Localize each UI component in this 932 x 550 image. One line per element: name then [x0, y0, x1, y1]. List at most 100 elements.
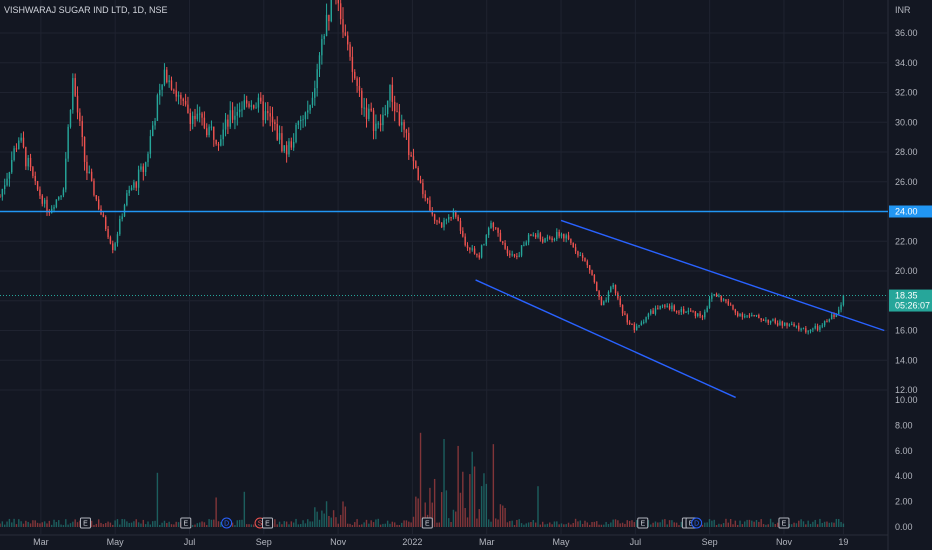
candle: [11, 151, 13, 174]
price-axis[interactable]: 36.00 34.00 32.00 30.00 28.00 26.00 24.00 22.00…: [889, 28, 932, 532]
candle-body: [466, 245, 469, 249]
event-marker-D[interactable]: D: [691, 517, 703, 529]
candle-body: [149, 136, 152, 154]
volume-bar: [128, 522, 130, 527]
candle-body: [645, 317, 647, 322]
volume-bar: [112, 524, 114, 527]
volume-bar: [445, 490, 448, 527]
candle: [633, 322, 636, 333]
volume-bar: [833, 522, 835, 527]
candle: [518, 251, 520, 258]
candle-body: [316, 69, 318, 89]
candle: [711, 292, 713, 302]
trend-line[interactable]: [475, 279, 736, 399]
candle-body: [753, 314, 755, 316]
candle: [581, 252, 584, 262]
candle-body: [398, 111, 401, 126]
candle-body: [163, 69, 166, 85]
event-marker-E[interactable]: E: [262, 517, 274, 529]
candle-body: [612, 284, 614, 288]
volume-bar: [593, 521, 596, 527]
time-axis[interactable]: Mar May Jul Sep Nov 2022 Mar May Jul Sep Nov 19: [33, 537, 848, 547]
candle-body: [95, 195, 98, 200]
candle-body: [81, 121, 83, 137]
volume-bar: [356, 519, 358, 527]
candle: [795, 325, 798, 329]
event-marker-E[interactable]: E: [778, 517, 790, 529]
candle-body: [314, 88, 316, 98]
candle: [201, 111, 203, 126]
candle-body: [448, 217, 450, 220]
candle: [224, 112, 227, 137]
candle-body: [243, 100, 246, 110]
event-marker-E[interactable]: E: [421, 517, 433, 529]
price-tick-label: 16.00: [895, 326, 918, 336]
time-tick-label: Mar: [479, 537, 495, 547]
candle: [67, 124, 69, 162]
candle: [119, 215, 121, 236]
candle: [39, 186, 41, 200]
candle-body: [443, 220, 445, 228]
candle-body: [422, 183, 424, 195]
candle-body: [391, 84, 394, 102]
volume-bar: [596, 521, 598, 527]
candle: [539, 231, 542, 242]
candle-body: [231, 110, 234, 120]
event-markers[interactable]: EEDSEEEEEDE: [79, 517, 790, 529]
volume-bar: [398, 524, 401, 527]
candle: [626, 313, 628, 325]
candle: [767, 319, 769, 325]
volume-bar: [523, 524, 525, 527]
volume-bar: [241, 519, 243, 527]
candle-body: [86, 161, 88, 174]
volume-bar: [751, 520, 753, 527]
candle: [22, 131, 25, 149]
candle: [271, 106, 274, 132]
candle: [292, 133, 295, 151]
candle: [384, 104, 386, 116]
candle-body: [452, 210, 455, 218]
volume-bar: [351, 525, 354, 527]
volume-bar: [635, 520, 638, 527]
candle: [445, 218, 448, 225]
volume-bar: [704, 522, 706, 527]
candle-body: [147, 153, 149, 163]
candle-body: [720, 295, 722, 301]
volume-bar: [819, 518, 821, 527]
volume-bar: [149, 524, 152, 527]
volume-bar: [520, 523, 523, 527]
candle: [725, 299, 727, 304]
candle: [65, 151, 67, 193]
volume-bar: [490, 521, 492, 527]
trend-line[interactable]: [560, 219, 885, 332]
candle: [0, 194, 1, 198]
candle: [628, 320, 631, 326]
candle: [563, 233, 565, 242]
candle: [231, 102, 234, 124]
volume-bar: [729, 518, 732, 527]
volume-bar: [238, 519, 241, 527]
candle-body: [455, 210, 457, 217]
event-marker-D[interactable]: D: [221, 517, 233, 529]
event-marker-E[interactable]: E: [180, 517, 192, 529]
volume-bar: [130, 522, 133, 527]
candle: [541, 236, 544, 244]
candle: [130, 185, 133, 191]
volume-bar: [325, 501, 328, 527]
event-marker-E[interactable]: E: [79, 517, 91, 529]
candle: [393, 95, 396, 122]
candle: [748, 313, 751, 319]
volume-bar: [297, 524, 300, 527]
candle-body: [765, 319, 767, 321]
candle-body: [694, 311, 697, 317]
volume-bar: [339, 514, 342, 527]
event-letter: E: [183, 521, 188, 528]
candle: [109, 235, 112, 245]
event-marker-E[interactable]: E: [637, 517, 649, 529]
candle: [758, 313, 760, 319]
volume-bar: [177, 522, 180, 527]
candle: [222, 122, 224, 146]
volume-bar: [621, 522, 624, 527]
